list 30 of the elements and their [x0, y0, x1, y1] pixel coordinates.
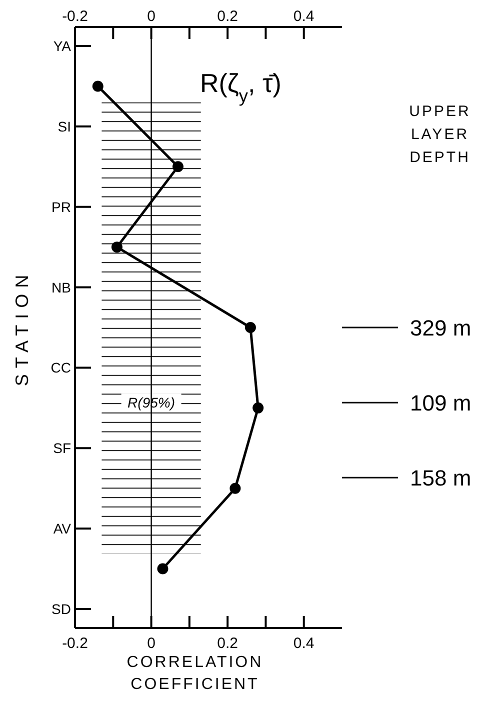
- x2-tick-label: -0.2: [62, 635, 88, 652]
- x-tick-label: 0.4: [293, 8, 314, 25]
- x-tick-label: 0.2: [217, 8, 238, 25]
- text: 109 m: [410, 390, 472, 416]
- y-tick-label: PR: [52, 198, 71, 215]
- text: 329 m: [410, 316, 472, 340]
- point: [157, 563, 168, 574]
- x-axis-title: CORRELATION COEFFICIENT: [126, 653, 264, 695]
- point: [111, 242, 122, 253]
- point: [172, 161, 184, 172]
- y-tick-label: SI: [58, 118, 71, 134]
- text: 158 m: [410, 466, 472, 491]
- y-tick-label: SF: [53, 440, 71, 456]
- y-tick-label: SD: [52, 601, 71, 617]
- point: [92, 80, 104, 92]
- y-axis-title: STATION: [12, 268, 32, 386]
- x2-tick-label: 0: [147, 635, 156, 652]
- y-tick-label: CC: [50, 360, 71, 376]
- text: UPPER LAYER DEPTH: [408, 102, 472, 168]
- x-tick-label: -0.2: [62, 8, 88, 25]
- point: [230, 482, 241, 494]
- y-tick-label: NB: [52, 279, 71, 296]
- annotation: R(ζ$_{y}$, τ̄): [200, 68, 282, 106]
- x2-tick-label: 0.2: [217, 635, 238, 652]
- y-tick-label: AV: [53, 520, 72, 537]
- point: [244, 322, 256, 333]
- point: [252, 402, 264, 414]
- y-tick-label: YA: [53, 38, 72, 54]
- x2-tick-label: 0.4: [293, 635, 314, 652]
- x-tick-label: 0: [147, 8, 156, 25]
